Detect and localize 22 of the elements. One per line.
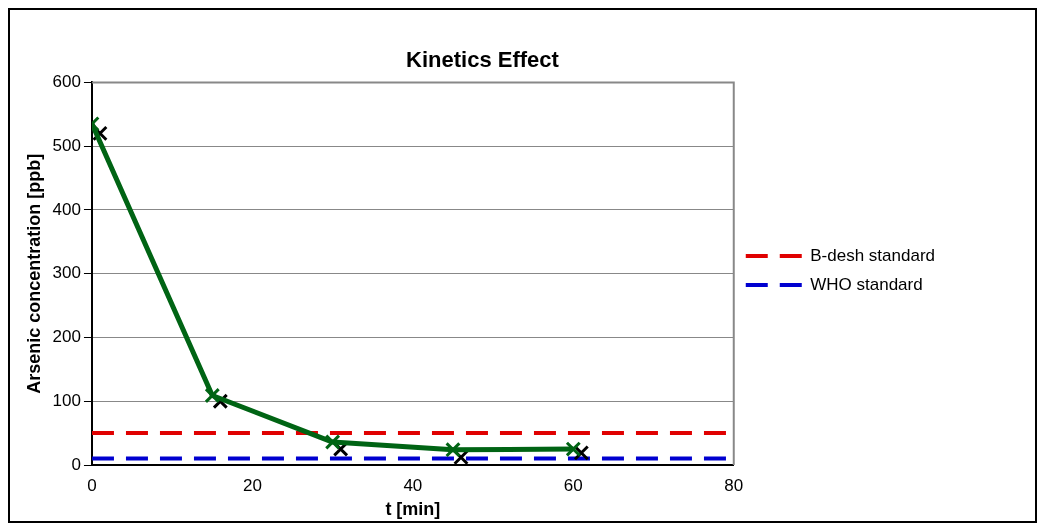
y-tick-label: 100 bbox=[52, 390, 81, 410]
y-tick-label: 400 bbox=[52, 199, 81, 219]
x-tick-label: 60 bbox=[563, 475, 583, 495]
point bbox=[573, 445, 590, 461]
y-tick-label: 200 bbox=[52, 327, 81, 347]
point bbox=[565, 441, 582, 457]
point bbox=[324, 434, 341, 450]
x-tick-label: 40 bbox=[403, 475, 423, 495]
legend-label: WHO standard bbox=[810, 274, 923, 294]
y-tick-label: 600 bbox=[52, 72, 81, 92]
x-tick-label: 0 bbox=[87, 475, 97, 495]
point bbox=[204, 387, 221, 404]
legend-label: B-desh standard bbox=[810, 245, 936, 265]
chart-title: Kinetics Effect bbox=[406, 47, 560, 73]
y-axis-title: Arsenic concentration [ppb] bbox=[23, 153, 44, 394]
x-axis-title: t [min] bbox=[385, 499, 441, 520]
y-tick-label: 500 bbox=[52, 135, 81, 155]
y-tick-label: 300 bbox=[52, 263, 81, 283]
x-tick-label: 80 bbox=[724, 475, 744, 495]
point bbox=[445, 441, 461, 458]
x-tick-label: 20 bbox=[242, 475, 262, 495]
y-tick-label: 0 bbox=[71, 454, 81, 474]
